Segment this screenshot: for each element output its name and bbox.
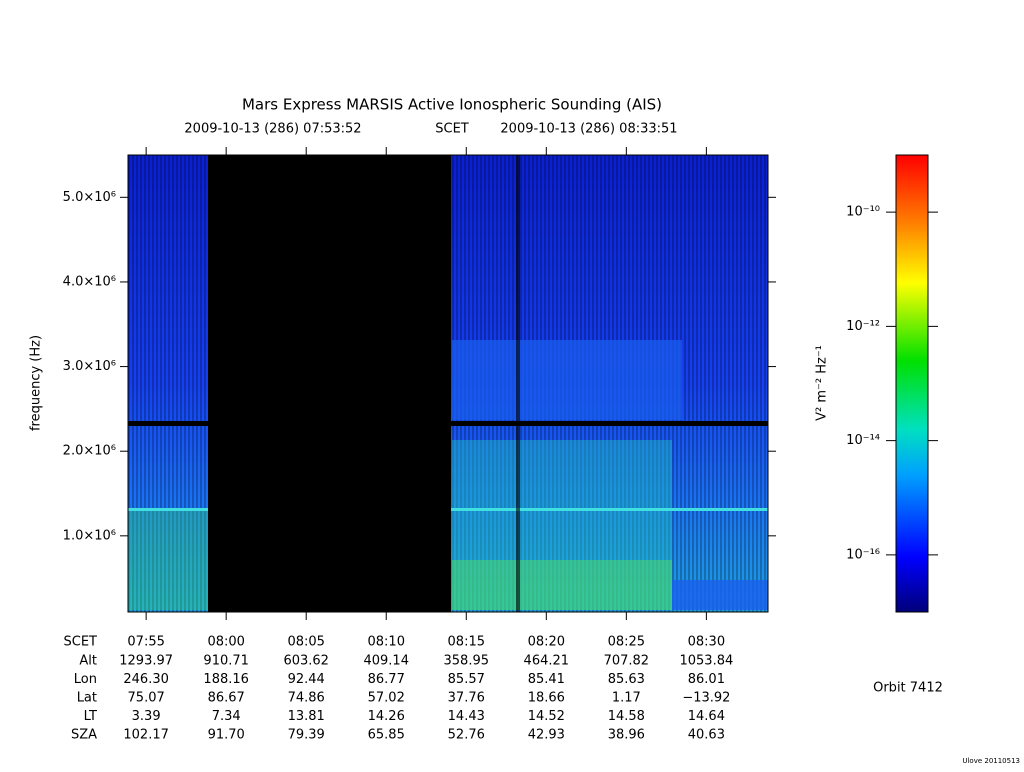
ephemeris-value: 188.16 bbox=[203, 672, 249, 687]
ephemeris-value: 603.62 bbox=[283, 654, 329, 669]
orbit-label: Orbit 7412 bbox=[873, 681, 943, 696]
ephemeris-value: 246.30 bbox=[123, 672, 169, 687]
ephemeris-value: 1293.97 bbox=[119, 654, 173, 669]
ephemeris-value: −13.92 bbox=[682, 691, 730, 706]
ephemeris-value: 74.86 bbox=[288, 691, 325, 706]
ephemeris-value: 358.95 bbox=[444, 654, 490, 669]
ephemeris-value: 3.39 bbox=[132, 709, 161, 724]
x-tick-label: 08:25 bbox=[608, 635, 645, 650]
x-tick-label: 08:30 bbox=[688, 635, 725, 650]
y-tick-label: 5.0×10⁶ bbox=[63, 190, 116, 205]
credit: Ulove 20110513 bbox=[962, 757, 1020, 765]
ephemeris-value: 13.81 bbox=[288, 709, 325, 724]
x-tick-label: 08:15 bbox=[448, 635, 485, 650]
ephemeris-value: 86.77 bbox=[368, 672, 405, 687]
ephemeris-row-label: LT bbox=[84, 709, 97, 724]
time-system: SCET bbox=[435, 122, 469, 137]
ephemeris-value: 65.85 bbox=[368, 728, 405, 743]
colorbar-tick-label: 10⁻¹⁰ bbox=[846, 205, 880, 220]
ephemeris-value: 464.21 bbox=[524, 654, 570, 669]
ephemeris-value: 91.70 bbox=[208, 728, 245, 743]
colorbar-tick-label: 10⁻¹² bbox=[846, 319, 880, 334]
ephemeris-value: 409.14 bbox=[363, 654, 409, 669]
ephemeris-value: 14.58 bbox=[608, 709, 645, 724]
colorbar-label: V² m⁻² Hz⁻¹ bbox=[815, 345, 830, 421]
ephemeris-value: 14.26 bbox=[368, 709, 405, 724]
ephemeris-value: 14.43 bbox=[448, 709, 485, 724]
colorbar-tick-label: 10⁻¹⁶ bbox=[846, 547, 880, 562]
ephemeris-value: 707.82 bbox=[604, 654, 650, 669]
ephemeris-value: 57.02 bbox=[368, 691, 405, 706]
ephemeris-value: 38.96 bbox=[608, 728, 645, 743]
ephemeris-value: 102.17 bbox=[123, 728, 169, 743]
ephemeris-value: 18.66 bbox=[528, 691, 565, 706]
spectrogram-image bbox=[128, 155, 768, 612]
start-time: 2009-10-13 (286) 07:53:52 bbox=[184, 122, 361, 137]
colorbar-tick-label: 10⁻¹⁴ bbox=[846, 433, 880, 448]
ephemeris-row-label: Lat bbox=[77, 691, 97, 706]
ephemeris-value: 1053.84 bbox=[679, 654, 733, 669]
y-tick-label: 3.0×10⁶ bbox=[63, 359, 116, 374]
y-tick-label: 1.0×10⁶ bbox=[63, 528, 116, 543]
y-tick-label: 4.0×10⁶ bbox=[63, 274, 116, 289]
ephemeris-value: 85.41 bbox=[528, 672, 565, 687]
ephemeris-value: 42.93 bbox=[528, 728, 565, 743]
y-tick-label: 2.0×10⁶ bbox=[63, 444, 116, 459]
ephemeris-row-label: Alt bbox=[79, 654, 97, 669]
ephemeris-value: 910.71 bbox=[203, 654, 249, 669]
x-tick-label: 07:55 bbox=[127, 635, 164, 650]
x-tick-label: 08:00 bbox=[207, 635, 244, 650]
ephemeris-value: 40.63 bbox=[688, 728, 725, 743]
plot-frame bbox=[127, 154, 769, 613]
ephemeris-value: 85.63 bbox=[608, 672, 645, 687]
chart-title: Mars Express MARSIS Active Ionospheric S… bbox=[242, 96, 662, 114]
ephemeris-value: 14.52 bbox=[528, 709, 565, 724]
ephemeris-value: 85.57 bbox=[448, 672, 485, 687]
ephemeris-time-label: SCET bbox=[64, 635, 98, 650]
x-tick-label: 08:20 bbox=[528, 635, 565, 650]
ephemeris-value: 1.17 bbox=[612, 691, 641, 706]
ephemeris-value: 37.76 bbox=[448, 691, 485, 706]
ephemeris-value: 79.39 bbox=[288, 728, 325, 743]
ephemeris-row-label: Lon bbox=[74, 672, 97, 687]
ephemeris-row-label: SZA bbox=[71, 728, 97, 743]
x-tick-label: 08:10 bbox=[368, 635, 405, 650]
end-time: 2009-10-13 (286) 08:33:51 bbox=[500, 122, 677, 137]
ephemeris-value: 86.01 bbox=[688, 672, 725, 687]
y-axis-label: frequency (Hz) bbox=[29, 335, 44, 431]
colorbar bbox=[895, 154, 929, 613]
ephemeris-value: 7.34 bbox=[212, 709, 241, 724]
ephemeris-value: 92.44 bbox=[288, 672, 325, 687]
ephemeris-value: 52.76 bbox=[448, 728, 485, 743]
x-tick-label: 08:05 bbox=[287, 635, 324, 650]
ephemeris-value: 86.67 bbox=[208, 691, 245, 706]
ephemeris-value: 14.64 bbox=[688, 709, 725, 724]
ephemeris-value: 75.07 bbox=[128, 691, 165, 706]
